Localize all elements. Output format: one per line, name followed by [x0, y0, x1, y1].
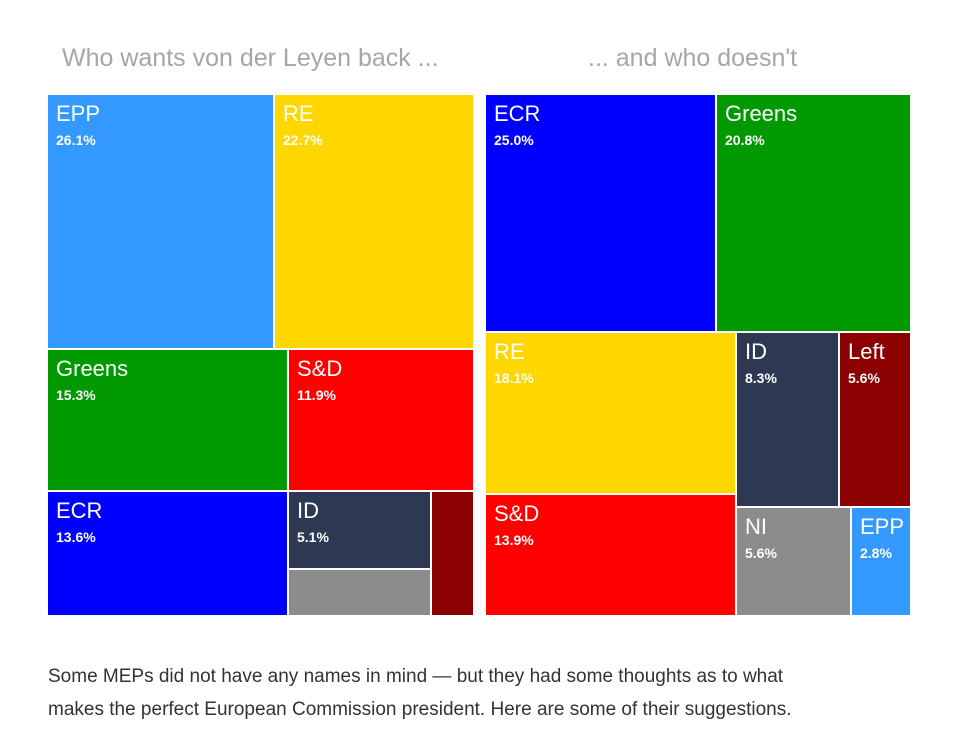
treemap-right-cell-ecr: ECR 25.0%: [486, 95, 715, 331]
cell-value-label: 20.8%: [725, 132, 765, 148]
treemap-left-cell-epp: EPP 26.1%: [48, 95, 273, 348]
treemap-right-cell-left: Left 5.6%: [840, 333, 910, 506]
treemap-right-cell-epp: EPP 2.8%: [852, 508, 910, 615]
cell-value-label: 15.3%: [56, 387, 96, 403]
treemap-right: ECR 25.0% Greens 20.8% RE 18.1% ID 8.3% Left 5.6%…: [486, 95, 910, 615]
cell-value-label: 26.1%: [56, 132, 96, 148]
treemap-right-cell-re: RE 18.1%: [486, 333, 735, 493]
treemap-left-cell-id: ID 5.1%: [289, 492, 430, 568]
treemap-right-cell-sandd: S&D 13.9%: [486, 495, 735, 615]
treemap-right-cell-ni: NI 5.6%: [737, 508, 850, 615]
treemap-right-cell-greens: Greens 20.8%: [717, 95, 910, 331]
cell-value-label: 11.9%: [297, 387, 336, 403]
cell-value-label: 8.3%: [745, 370, 777, 386]
treemap-left: EPP 26.1% RE 22.7% Greens 15.3% S&D 11.9% ECR 13.…: [48, 95, 473, 615]
cell-label: NI: [745, 514, 767, 539]
cell-value-label: 5.6%: [848, 370, 880, 386]
cell-label: Greens: [725, 101, 798, 126]
cell-value-label: 18.1%: [494, 370, 534, 386]
cell-label: Greens: [56, 356, 129, 381]
treemap-left-cell-ecr: ECR 13.6%: [48, 492, 287, 615]
treemap-left-cell-greens: Greens 15.3%: [48, 350, 287, 490]
cell-value-label: 25.0%: [494, 132, 534, 148]
cell-label: RE: [494, 339, 525, 364]
treemap-left-cell-sandd: S&D 11.9%: [289, 350, 473, 490]
caption: Some MEPs did not have any names in mind…: [48, 660, 928, 726]
cell-value-label: 22.7%: [283, 132, 323, 148]
treemap-left-cell-unlabeled-6: [289, 570, 430, 615]
cell-label: EPP: [860, 514, 905, 539]
cell-value-label: 5.6%: [745, 545, 777, 561]
cell-value-label: 13.6%: [56, 529, 96, 545]
cell-value-label: 5.1%: [297, 529, 329, 545]
cell-label: ID: [297, 498, 319, 523]
cell-label: EPP: [56, 101, 101, 126]
treemap-left-cell-unlabeled-7: [432, 492, 473, 615]
cell-label: ECR: [56, 498, 103, 523]
cell-value-label: 2.8%: [860, 545, 892, 561]
caption-line-1: Some MEPs did not have any names in mind…: [48, 666, 784, 687]
cell-label: S&D: [297, 356, 343, 381]
treemap-right-cell-id: ID 8.3%: [737, 333, 838, 506]
caption-line-2: makes the perfect European Commission pr…: [48, 699, 792, 720]
treemap-left-cell-re: RE 22.7%: [275, 95, 473, 348]
cell-value-label: 13.9%: [494, 532, 534, 548]
cell-label: ECR: [494, 101, 541, 126]
cell-label: Left: [848, 339, 885, 364]
cell-label: S&D: [494, 501, 540, 526]
chart-title-left: Who wants von der Leyen back ...: [62, 44, 439, 72]
cell-label: RE: [283, 101, 314, 126]
chart-title-right: ... and who doesn't: [588, 44, 798, 72]
cell-label: ID: [745, 339, 767, 364]
